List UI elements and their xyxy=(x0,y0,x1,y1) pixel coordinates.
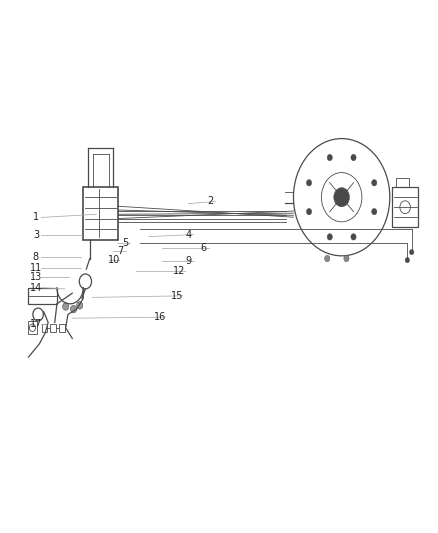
Text: 3: 3 xyxy=(33,230,39,239)
Circle shape xyxy=(351,233,356,240)
Text: 14: 14 xyxy=(30,283,42,293)
Text: 7: 7 xyxy=(117,246,124,255)
Text: 1: 1 xyxy=(33,213,39,222)
Text: 12: 12 xyxy=(173,266,186,276)
Bar xyxy=(392,187,418,227)
Circle shape xyxy=(371,180,377,186)
Text: 5: 5 xyxy=(122,238,128,247)
Text: 4: 4 xyxy=(185,230,191,239)
Circle shape xyxy=(77,302,83,309)
Circle shape xyxy=(371,208,377,215)
Bar xyxy=(50,324,56,332)
Text: 13: 13 xyxy=(30,272,42,282)
Text: 16: 16 xyxy=(154,312,166,322)
Circle shape xyxy=(334,188,350,207)
Circle shape xyxy=(71,305,77,313)
Bar xyxy=(83,187,118,240)
Text: 11: 11 xyxy=(30,263,42,272)
Circle shape xyxy=(405,257,410,263)
Circle shape xyxy=(327,155,332,161)
Text: 6: 6 xyxy=(201,243,207,253)
Bar xyxy=(28,288,57,304)
Bar xyxy=(59,324,65,332)
Text: 15: 15 xyxy=(171,291,184,301)
Circle shape xyxy=(344,255,349,262)
Text: 10: 10 xyxy=(108,255,120,265)
Text: 9: 9 xyxy=(185,256,191,266)
Text: 8: 8 xyxy=(33,252,39,262)
Text: 2: 2 xyxy=(207,197,213,206)
Circle shape xyxy=(351,155,356,161)
Bar xyxy=(396,177,409,187)
Circle shape xyxy=(325,255,330,262)
Circle shape xyxy=(327,233,332,240)
Circle shape xyxy=(410,249,414,255)
Circle shape xyxy=(307,180,312,186)
Circle shape xyxy=(307,208,312,215)
Circle shape xyxy=(63,303,69,310)
Bar xyxy=(42,324,47,332)
Text: 17: 17 xyxy=(30,319,42,328)
Bar xyxy=(28,321,37,334)
